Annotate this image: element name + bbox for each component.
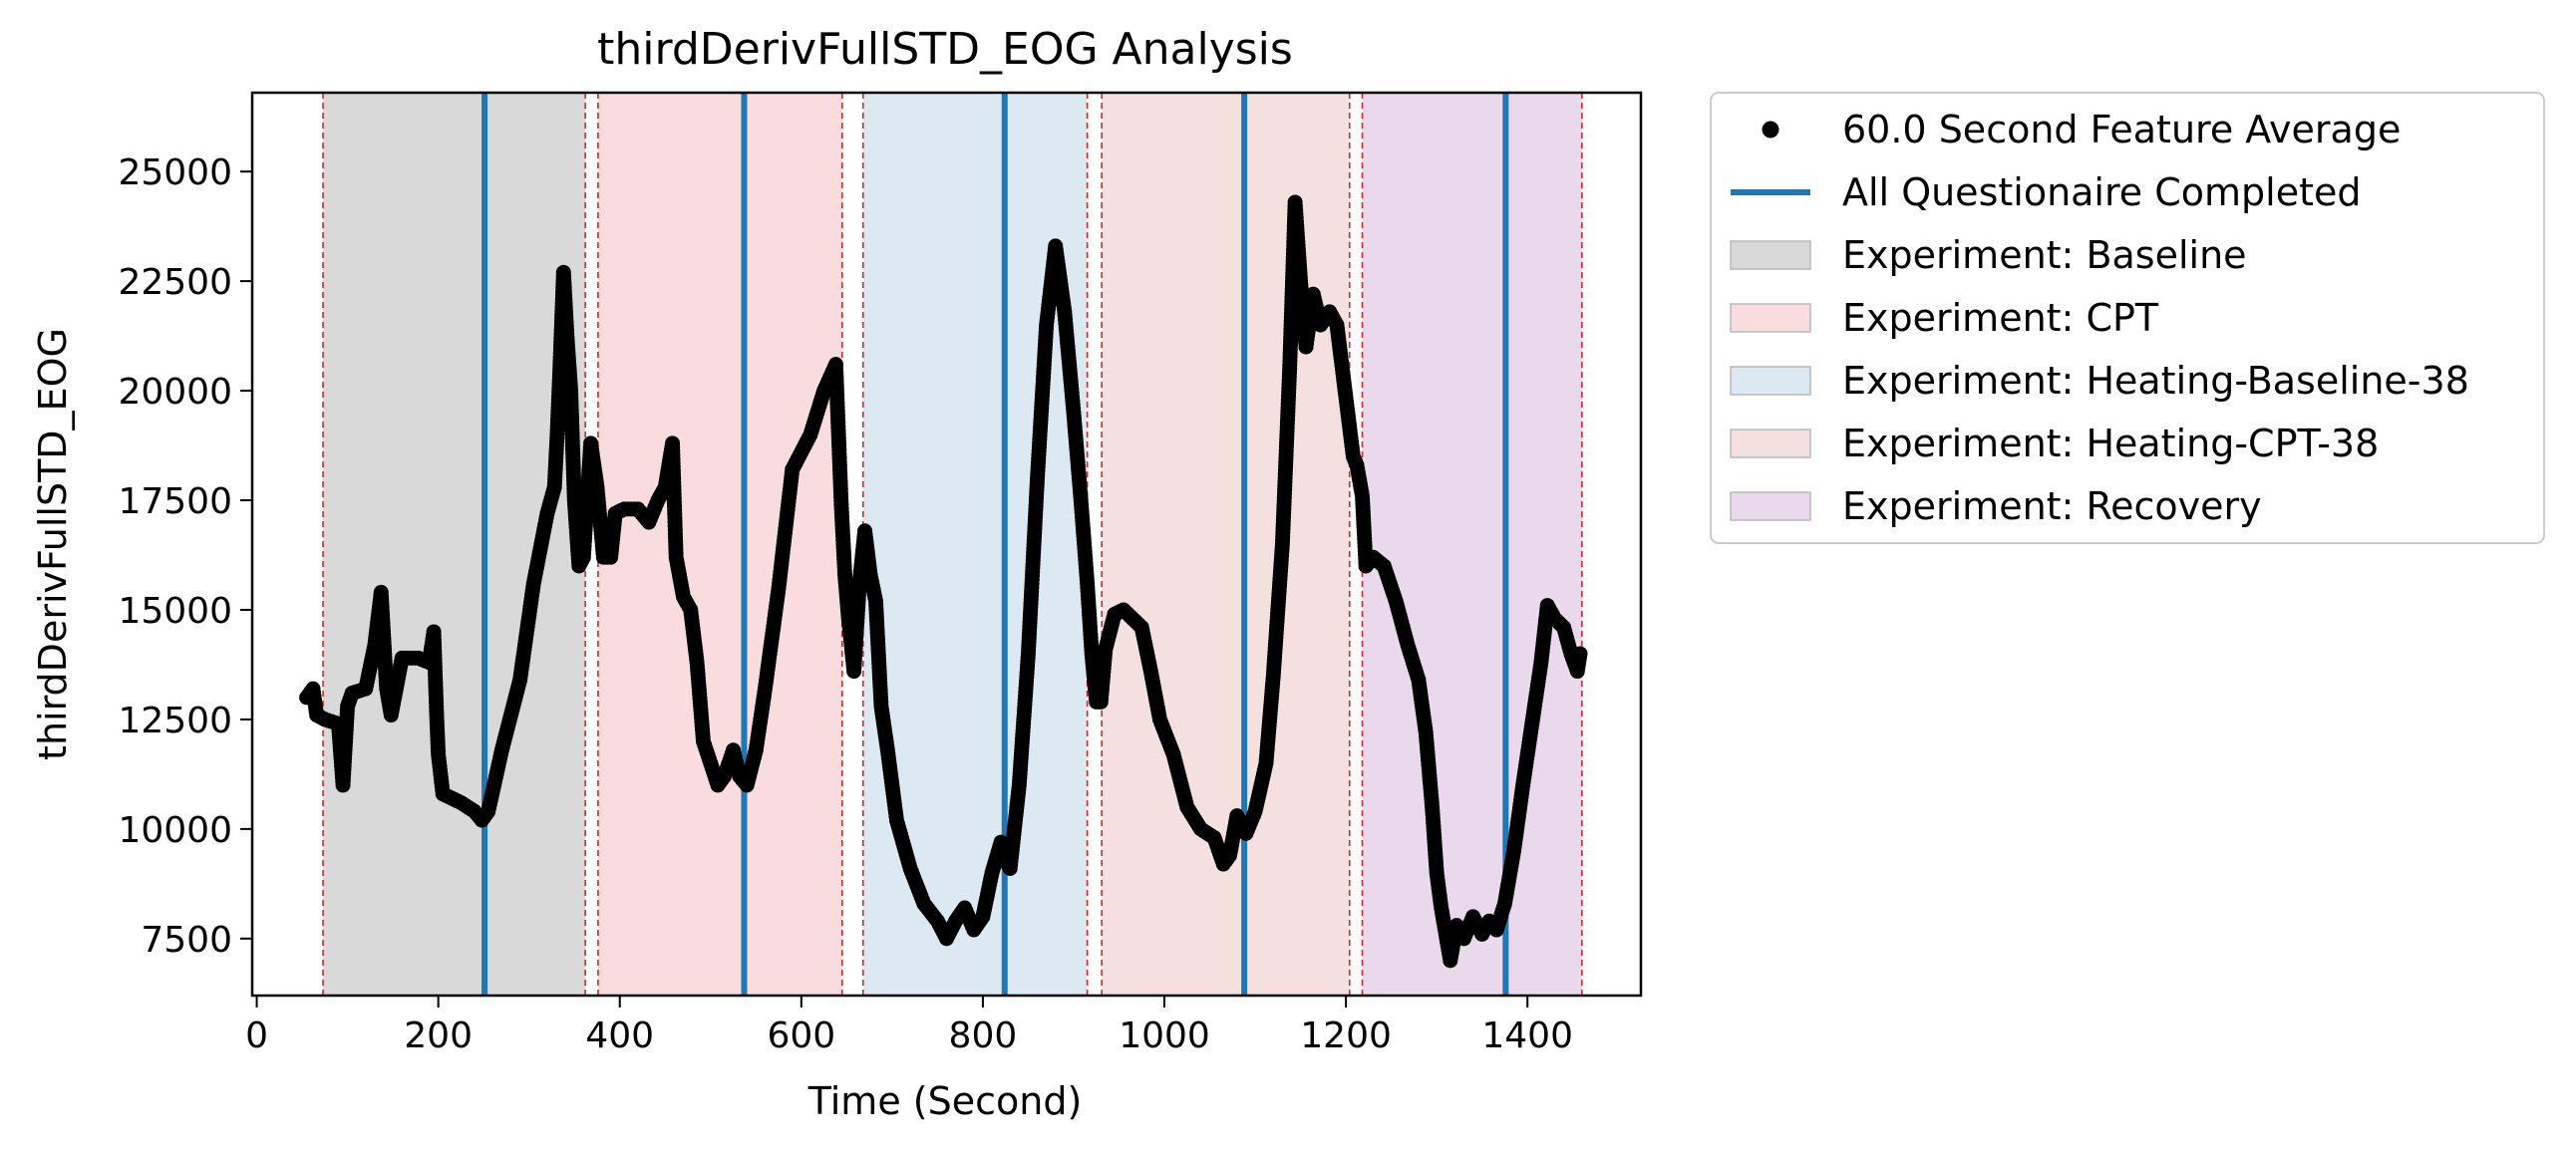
legend-marker-3 — [1730, 240, 1811, 270]
legend-marker-4 — [1730, 303, 1811, 333]
y-tick-label-17500: 17500 — [118, 481, 232, 522]
legend-label-4: Experiment: CPT — [1842, 296, 2159, 340]
legend-label-5: Experiment: Heating-Baseline-38 — [1842, 359, 2469, 403]
legend-frame — [1710, 92, 2545, 544]
x-tick-label-600: 600 — [767, 1015, 835, 1056]
band-2 — [597, 93, 842, 996]
x-axis-label: Time (Second) — [807, 1079, 1083, 1123]
legend: 60.0 Second Feature Average All Questiona… — [1710, 92, 2545, 544]
y-tick-label-12500: 12500 — [118, 701, 232, 741]
legend-entries: 60.0 Second Feature Average All Questiona… — [1730, 108, 2469, 528]
plot-area — [250, 91, 1643, 998]
x-tick-label-0: 0 — [245, 1015, 268, 1056]
y-tick-label-15000: 15000 — [118, 591, 232, 632]
x-axis: 0 200 400 600 800 1000 1200 1400 — [245, 996, 1573, 1056]
x-tick-label-800: 800 — [949, 1015, 1018, 1056]
band-5 — [1362, 93, 1582, 996]
x-tick-label-1200: 1200 — [1300, 1015, 1392, 1056]
x-tick-label-400: 400 — [585, 1015, 654, 1056]
y-axis-label: thirdDerivFullSTD_EOG — [31, 328, 75, 760]
legend-marker-1 — [1762, 121, 1779, 139]
legend-marker-7 — [1730, 491, 1811, 521]
y-tick-label-10000: 10000 — [118, 810, 232, 851]
band-3 — [862, 93, 1088, 996]
legend-label-1: 60.0 Second Feature Average — [1842, 108, 2401, 151]
y-tick-label-25000: 25000 — [118, 152, 232, 193]
x-tick-label-200: 200 — [404, 1015, 473, 1056]
legend-marker-5 — [1730, 366, 1811, 396]
y-tick-label-7500: 7500 — [141, 920, 232, 961]
x-tick-label-1000: 1000 — [1119, 1015, 1210, 1056]
y-tick-label-22500: 22500 — [118, 262, 232, 303]
feature-average-points — [299, 194, 1588, 969]
y-axis: 7500 10000 12500 15000 17500 20000 22500 25000 — [118, 152, 252, 961]
data-point-1987 — [1572, 646, 1588, 662]
y-tick-label-20000: 20000 — [118, 372, 232, 413]
plot-frame — [250, 91, 1643, 998]
legend-marker-6 — [1730, 429, 1811, 458]
legend-label-6: Experiment: Heating-CPT-38 — [1842, 422, 2379, 465]
legend-label-3: Experiment: Baseline — [1842, 233, 2247, 277]
chart-title: thirdDerivFullSTD_EOG Analysis — [597, 24, 1293, 75]
legend-label-2: All Questionaire Completed — [1842, 170, 2362, 214]
legend-label-7: Experiment: Recovery — [1842, 484, 2262, 528]
x-tick-label-1400: 1400 — [1481, 1015, 1573, 1056]
experiment-bands — [323, 93, 1582, 996]
